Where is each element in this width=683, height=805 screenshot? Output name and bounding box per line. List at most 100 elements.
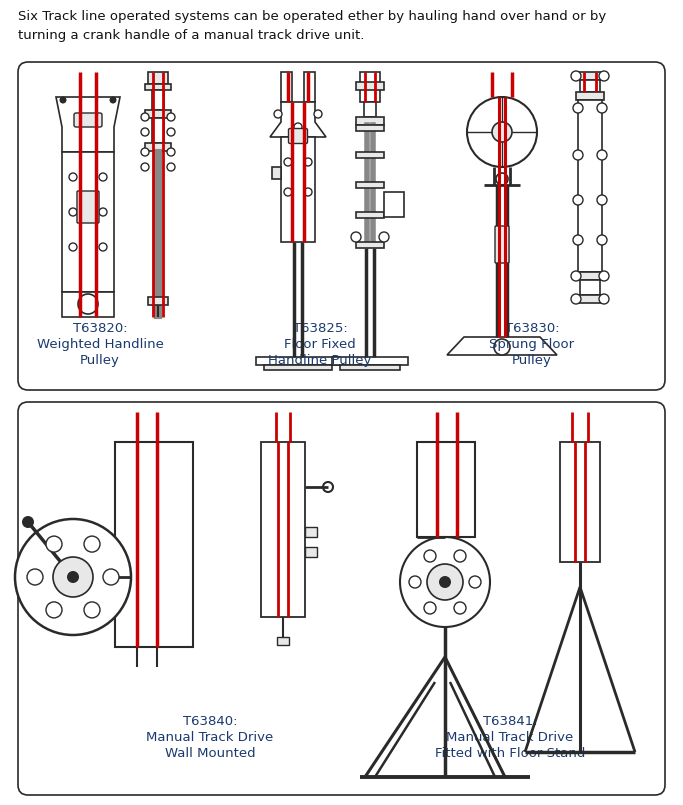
Text: Pulley: Pulley: [80, 354, 120, 367]
Bar: [305, 547, 317, 557]
FancyBboxPatch shape: [74, 113, 102, 127]
Bar: [115, 442, 193, 647]
Text: Weighted Handline: Weighted Handline: [37, 338, 163, 351]
Text: Pulley: Pulley: [512, 354, 552, 367]
Bar: [580, 280, 600, 295]
Bar: [580, 80, 600, 92]
FancyBboxPatch shape: [18, 62, 665, 390]
FancyBboxPatch shape: [18, 402, 665, 795]
Circle shape: [99, 208, 107, 216]
Bar: [272, 167, 281, 179]
Circle shape: [379, 232, 389, 242]
Circle shape: [284, 158, 292, 166]
Text: Wall Mounted: Wall Mounted: [165, 747, 255, 760]
Circle shape: [141, 113, 149, 121]
Circle shape: [274, 110, 282, 118]
Circle shape: [571, 294, 581, 304]
Bar: [145, 110, 171, 118]
Bar: [356, 82, 384, 90]
Circle shape: [454, 602, 466, 614]
Circle shape: [494, 339, 510, 355]
Text: T63840:: T63840:: [183, 715, 237, 728]
Text: Handline Pulley: Handline Pulley: [268, 354, 372, 367]
Text: Sprung Floor: Sprung Floor: [490, 338, 574, 351]
Polygon shape: [56, 97, 120, 152]
Circle shape: [492, 122, 512, 142]
Bar: [578, 100, 602, 272]
Circle shape: [424, 550, 436, 562]
Text: T63820:: T63820:: [72, 322, 127, 335]
Circle shape: [167, 113, 175, 121]
Circle shape: [314, 110, 322, 118]
Text: T63825:: T63825:: [292, 322, 348, 335]
Text: Six Track line operated systems can be operated ether by hauling hand over hand : Six Track line operated systems can be o…: [18, 10, 607, 42]
Circle shape: [167, 128, 175, 136]
Bar: [340, 365, 400, 370]
Circle shape: [400, 537, 490, 627]
Bar: [356, 182, 384, 188]
Circle shape: [454, 550, 466, 562]
Bar: [305, 527, 317, 537]
Circle shape: [469, 576, 481, 588]
Circle shape: [304, 188, 312, 196]
Bar: [281, 137, 315, 242]
Circle shape: [409, 576, 421, 588]
Circle shape: [597, 103, 607, 113]
Circle shape: [599, 271, 609, 281]
FancyBboxPatch shape: [288, 129, 307, 143]
Bar: [152, 90, 164, 110]
Bar: [364, 102, 376, 117]
Bar: [281, 72, 292, 102]
Bar: [62, 292, 114, 317]
Circle shape: [46, 602, 62, 618]
Bar: [360, 72, 380, 102]
Text: Fitted with Floor Stand: Fitted with Floor Stand: [435, 747, 585, 760]
Polygon shape: [270, 102, 326, 137]
Circle shape: [597, 150, 607, 160]
Circle shape: [53, 557, 93, 597]
Bar: [356, 212, 384, 218]
Circle shape: [69, 208, 77, 216]
Bar: [62, 152, 114, 292]
Bar: [576, 295, 604, 303]
Circle shape: [573, 103, 583, 113]
Bar: [356, 117, 384, 125]
Bar: [148, 72, 168, 84]
Bar: [261, 442, 305, 617]
Circle shape: [141, 163, 149, 171]
Circle shape: [69, 173, 77, 181]
Bar: [264, 365, 332, 370]
Circle shape: [424, 602, 436, 614]
Text: T63841:: T63841:: [483, 715, 538, 728]
Circle shape: [99, 243, 107, 251]
Circle shape: [599, 294, 609, 304]
Bar: [384, 192, 404, 217]
Circle shape: [571, 71, 581, 81]
Circle shape: [141, 148, 149, 156]
Circle shape: [167, 163, 175, 171]
Circle shape: [597, 195, 607, 205]
Circle shape: [141, 128, 149, 136]
Circle shape: [599, 71, 609, 81]
Circle shape: [167, 148, 175, 156]
Bar: [576, 272, 604, 280]
Circle shape: [46, 536, 62, 552]
Bar: [576, 72, 604, 80]
Bar: [152, 118, 164, 143]
Circle shape: [467, 97, 537, 167]
Circle shape: [109, 97, 117, 104]
Circle shape: [294, 123, 302, 131]
Bar: [576, 92, 604, 100]
Bar: [145, 143, 171, 151]
FancyBboxPatch shape: [495, 226, 509, 263]
Circle shape: [573, 150, 583, 160]
Circle shape: [67, 571, 79, 583]
Text: Manual Track Drive: Manual Track Drive: [447, 731, 574, 744]
Bar: [332, 357, 408, 365]
Circle shape: [427, 564, 463, 600]
Circle shape: [103, 569, 119, 585]
Bar: [304, 72, 315, 102]
Bar: [256, 357, 340, 365]
Circle shape: [304, 158, 312, 166]
Circle shape: [571, 271, 581, 281]
